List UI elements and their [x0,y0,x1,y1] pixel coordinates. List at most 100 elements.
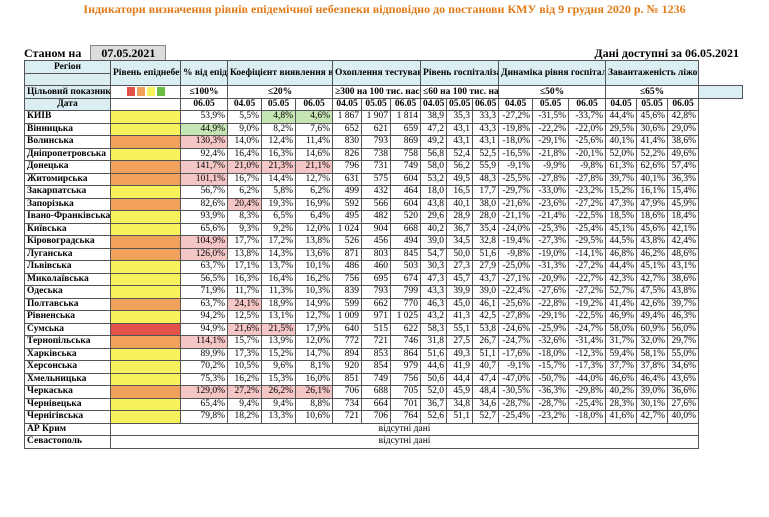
table-row: Тернопільська 114,1% 15,7% 13,9% 12,0% 772 721… [24,335,743,349]
header-bed-pct: % від епідпорогу [180,60,228,86]
testing-cell: 731 [361,160,392,174]
detect-cell: 6,5% [261,210,296,224]
load-cell: 41,4% [605,297,638,311]
detect-cell: 21,5% [261,322,296,336]
level-cell [110,360,181,374]
dynamics-cell: -20,9% [532,272,570,286]
table-row: КИЇВ 53,9% 5,5% 4,8% 4,6% 1 867 1 907 1 814 38,9… [24,110,743,124]
hosp-cell: 30,3 [420,260,448,274]
load-cell: 46,3% [667,310,700,324]
testing-cell: 482 [361,210,392,224]
load-cell: 43,8% [636,235,669,249]
date-header: 06.05 [568,97,607,111]
load-cell: 58,0% [605,322,638,336]
dynamics-cell: -22,8% [532,297,570,311]
testing-cell: 674 [390,272,422,286]
detect-cell: 18,9% [261,297,296,311]
table-row: Львівська 63,7% 17,1% 13,7% 10,1% 486 460 503 30… [24,260,743,274]
table-row: Херсонська 70,2% 10,5% 9,6% 8,1% 920 854 979 44,… [24,360,743,374]
testing-cell: 803 [361,247,392,261]
detect-cell: 13,1% [261,310,296,324]
load-cell: 52,2% [636,147,669,161]
load-cell: 43,1% [667,260,700,274]
load-cell: 18,6% [636,210,669,224]
hosp-cell: 43,1 [446,135,474,149]
detect-cell: 16,2% [227,372,262,386]
hosp-cell: 34,5 [446,235,474,249]
dynamics-cell: -27,8% [568,172,607,186]
level-cell [110,285,181,299]
header-testing: Охоплення тестуванням [332,60,422,86]
load-cell: 52,0% [605,147,638,161]
load-cell: 42,7% [636,410,669,424]
testing-cell: 756 [390,372,422,386]
testing-cell: 772 [332,335,363,349]
load-cell: 18,5% [605,210,638,224]
hosp-cell: 56,2 [446,160,474,174]
bed-pct-cell: 63,7% [180,297,228,311]
region-name: Херсонська [24,360,111,374]
hosp-cell: 27,9 [472,260,500,274]
hosp-cell: 39,0 [472,285,500,299]
testing-cell: 515 [361,322,392,336]
testing-cell: 1 867 [332,110,363,124]
dynamics-cell: -9,1% [498,360,534,374]
region-name: КИЇВ [24,110,111,124]
testing-cell: 871 [332,247,363,261]
hosp-cell: 52,0 [420,385,448,399]
region-name: Рівненська [24,310,111,324]
table-row: Донецька 141,7% 21,0% 21,3% 21,1% 796 731 749 58… [24,160,743,174]
testing-cell: 854 [361,360,392,374]
dynamics-cell: -27,8% [498,310,534,324]
detect-cell: 21,1% [294,160,334,174]
target-dyn: ≤50% [498,85,607,99]
hosp-cell: 40,2 [420,222,448,236]
hosp-cell: 39,0 [420,235,448,249]
bed-pct-cell: 141,7% [180,160,228,174]
detect-cell: 6,2% [294,185,334,199]
dynamics-cell: -9,1% [498,160,534,174]
dynamics-cell: -9,9% [532,160,570,174]
detect-cell: 5,5% [227,110,262,124]
detect-cell: 16,4% [227,147,262,161]
hosp-cell: 58,0 [420,160,448,174]
load-cell: 36,6% [667,385,700,399]
dynamics-cell: -21,1% [498,210,534,224]
detect-cell: 6,4% [294,210,334,224]
level-cell [110,397,181,411]
no-data-cell: відсутні дані [109,422,700,436]
dynamics-cell: -33,7% [568,110,607,124]
dynamics-cell: -27,2% [568,197,607,211]
date-header: 04.05 [227,97,262,111]
dynamics-cell: -17,3% [568,360,607,374]
testing-cell: 520 [390,210,422,224]
hosp-cell: 35,4 [472,222,500,236]
hosp-cell: 53,8 [472,322,500,336]
hosp-cell: 52,4 [446,147,474,161]
testing-cell: 566 [361,197,392,211]
bed-pct-cell: 114,1% [180,335,228,349]
testing-cell: 864 [390,347,422,361]
testing-cell: 503 [390,260,422,274]
detect-cell: 16,7% [227,172,262,186]
hosp-cell: 36,7 [446,222,474,236]
level-cell [110,247,181,261]
testing-cell: 851 [332,372,363,386]
testing-cell: 894 [332,347,363,361]
detect-cell: 13,7% [261,260,296,274]
bed-pct-cell: 56,7% [180,185,228,199]
region-name: Запорізька [24,197,111,211]
load-cell: 40,1% [605,135,638,149]
testing-cell: 746 [390,335,422,349]
level-cell [110,210,181,224]
load-cell: 40,0% [667,410,700,424]
hosp-cell: 43,3 [420,285,448,299]
dynamics-cell: -24,7% [568,322,607,336]
testing-cell: 1 814 [390,110,422,124]
testing-cell: 1 024 [332,222,363,236]
load-cell: 45,6% [636,110,669,124]
load-cell: 46,8% [605,247,638,261]
testing-cell: 706 [332,385,363,399]
testing-cell: 668 [390,222,422,236]
detect-cell: 17,2% [261,235,296,249]
